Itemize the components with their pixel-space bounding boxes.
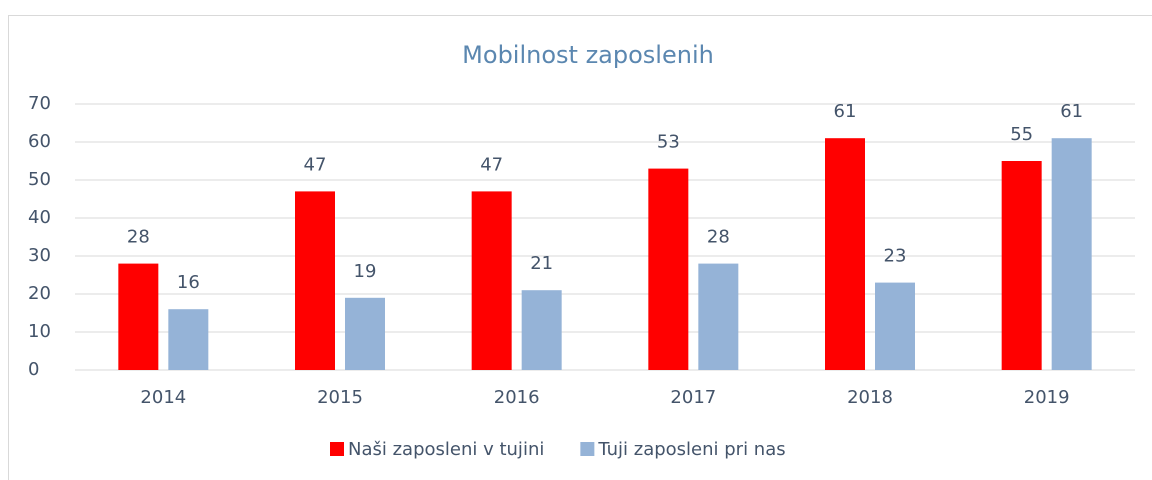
bar xyxy=(1051,138,1092,370)
y-tick-label: 20 xyxy=(28,283,51,304)
x-tick-label: 2019 xyxy=(1024,387,1070,408)
x-tick-label: 2016 xyxy=(494,387,540,408)
bar xyxy=(345,297,385,370)
data-label: 47 xyxy=(480,154,503,175)
data-label: 19 xyxy=(354,261,377,282)
y-tick-label: 50 xyxy=(28,169,51,190)
data-label: 21 xyxy=(530,253,553,274)
y-tick-label: 30 xyxy=(28,245,51,266)
chart-title: Mobilnost zaposlenih xyxy=(462,41,714,69)
data-label: 23 xyxy=(884,246,907,267)
x-tick-label: 2014 xyxy=(140,387,186,408)
bar xyxy=(118,263,159,370)
data-label: 47 xyxy=(304,154,327,175)
legend-label: Naši zaposleni v tujini xyxy=(348,439,544,460)
data-label: 16 xyxy=(177,272,200,293)
data-label: 61 xyxy=(834,101,857,122)
x-tick-label: 2018 xyxy=(847,387,893,408)
legend-swatch xyxy=(330,442,344,456)
data-label: 28 xyxy=(127,227,150,248)
bar xyxy=(521,290,562,370)
bar xyxy=(875,282,915,370)
x-tick-label: 2015 xyxy=(317,387,363,408)
bar xyxy=(648,168,689,370)
bar xyxy=(698,263,739,370)
y-tick-label: 40 xyxy=(28,207,51,228)
x-tick-label: 2017 xyxy=(670,387,716,408)
y-tick-label: 60 xyxy=(28,131,51,152)
y-tick-label: 0 xyxy=(28,359,39,380)
y-tick-label: 70 xyxy=(28,93,51,114)
data-label: 28 xyxy=(707,227,730,248)
data-label: 61 xyxy=(1060,101,1083,122)
data-label: 53 xyxy=(657,132,680,153)
bar xyxy=(471,191,512,370)
legend-label: Tuji zaposleni pri nas xyxy=(597,439,785,460)
data-label: 55 xyxy=(1010,124,1033,145)
legend-swatch xyxy=(580,442,595,456)
chart-frame xyxy=(8,15,1152,480)
bar xyxy=(825,138,865,370)
bar xyxy=(168,309,209,370)
bar xyxy=(295,191,335,370)
bar xyxy=(1001,161,1042,370)
y-tick-label: 10 xyxy=(28,321,51,342)
